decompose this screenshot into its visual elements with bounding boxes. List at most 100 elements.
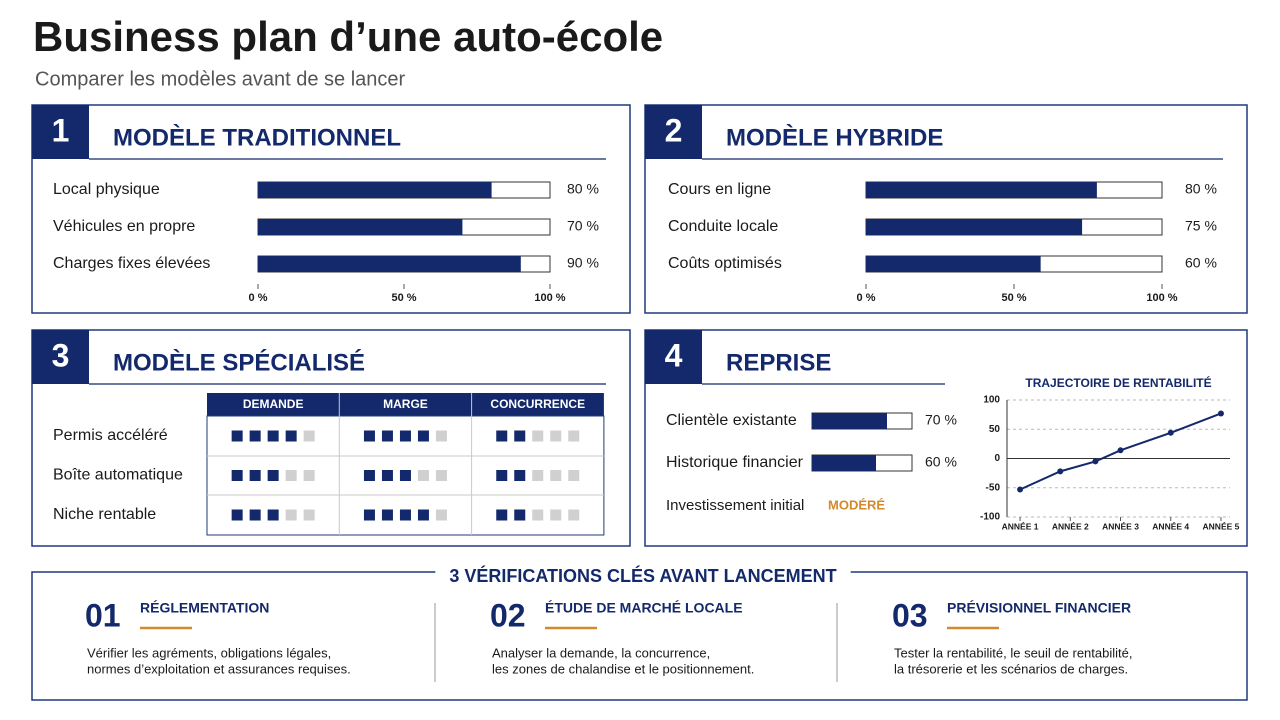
rating-square xyxy=(381,470,393,481)
rating-square xyxy=(381,430,393,442)
point xyxy=(1057,468,1064,475)
value-label: 60 % xyxy=(1185,255,1217,271)
bar-label: Charges fixes élevées xyxy=(53,255,210,272)
point xyxy=(1117,447,1124,454)
rating-square xyxy=(496,509,508,521)
x-tick-label: ANNÉE 3 xyxy=(1102,521,1139,531)
panel-title: MODÈLE SPÉCIALISÉ xyxy=(113,348,365,376)
rating-square-empty xyxy=(568,470,580,481)
number-box xyxy=(645,330,702,384)
rating-square-empty xyxy=(550,470,562,481)
column-header: MARGE xyxy=(383,397,428,411)
rating-square xyxy=(399,430,411,442)
number-box xyxy=(645,105,702,159)
rating-square-empty xyxy=(550,509,562,521)
row-label: Boîte automatique xyxy=(53,467,183,484)
panel-number: 2 xyxy=(665,112,683,148)
rating-square xyxy=(417,430,429,442)
item-text: normes d’exploitation et assurances requ… xyxy=(87,661,351,676)
item-title: PRÉVISIONNEL FINANCIER xyxy=(947,600,1131,616)
bar-label: Clientèle existante xyxy=(666,412,797,429)
bar xyxy=(866,182,1097,198)
panel-border xyxy=(644,104,1248,314)
rating-square xyxy=(231,430,243,442)
rating-square xyxy=(399,509,411,521)
point xyxy=(1167,429,1174,436)
item-text: les zones de chalandise et le positionne… xyxy=(492,661,754,676)
rating-square-empty xyxy=(435,509,447,521)
item-number: 02 xyxy=(490,597,526,633)
rating-square xyxy=(285,430,297,442)
rating-square xyxy=(249,430,261,442)
bar-label: Historique financier xyxy=(666,454,804,471)
note-value: MODÉRÉ xyxy=(828,497,885,512)
rating-square-empty xyxy=(303,430,315,442)
panel-border xyxy=(31,104,631,314)
item-title: RÉGLEMENTATION xyxy=(140,600,269,616)
rating-square xyxy=(231,509,243,521)
rating-square-empty xyxy=(568,509,580,521)
table-header xyxy=(207,393,604,416)
bar-label: Conduite locale xyxy=(668,218,778,235)
x-tick-label: 50 % xyxy=(391,292,416,304)
checks-border xyxy=(31,571,1248,701)
rating-square-empty xyxy=(550,430,562,442)
bar-label: Cours en ligne xyxy=(668,181,771,198)
bar xyxy=(866,256,1041,272)
rating-square xyxy=(249,470,261,481)
item-text: Analyser la demande, la concurrence, xyxy=(492,645,710,660)
rating-square xyxy=(381,509,393,521)
value-label: 80 % xyxy=(1185,181,1217,197)
bar xyxy=(258,219,463,235)
panel-number: 1 xyxy=(52,112,70,148)
point xyxy=(1092,458,1099,465)
rating-square xyxy=(514,430,526,442)
rating-square xyxy=(231,470,243,481)
value-label: 80 % xyxy=(567,181,599,197)
panel-title: MODÈLE HYBRIDE xyxy=(726,123,943,151)
panel-border xyxy=(644,329,1248,547)
x-tick-label: ANNÉE 1 xyxy=(1002,521,1039,531)
rating-square xyxy=(363,430,375,442)
rating-square-empty xyxy=(532,509,544,521)
x-tick-label: 0 % xyxy=(249,292,268,304)
x-tick-label: 100 % xyxy=(534,292,565,304)
value-label: 70 % xyxy=(567,218,599,234)
rating-square xyxy=(399,470,411,481)
bar xyxy=(866,219,1083,235)
value-label: 90 % xyxy=(567,255,599,271)
bar xyxy=(258,182,492,198)
x-tick-label: ANNÉE 5 xyxy=(1203,521,1240,531)
page-subtitle: Comparer les modèles avant de se lancer xyxy=(35,68,406,90)
y-tick-label: 100 xyxy=(983,395,1000,406)
bar-label: Local physique xyxy=(53,181,160,198)
rating-square-empty xyxy=(435,470,447,481)
bar xyxy=(258,256,521,272)
x-tick-label: 100 % xyxy=(1146,292,1177,304)
value-label: 60 % xyxy=(925,454,957,470)
line xyxy=(1019,412,1222,491)
rating-square-empty xyxy=(303,470,315,481)
rating-square xyxy=(249,509,261,521)
column-header: CONCURRENCE xyxy=(490,397,585,411)
rating-square-empty xyxy=(435,430,447,442)
rating-square-empty xyxy=(417,470,429,481)
y-tick-label: -50 xyxy=(986,482,1001,493)
y-tick-label: 0 xyxy=(994,453,1000,464)
rating-square-empty xyxy=(285,509,297,521)
point xyxy=(1217,410,1224,417)
rating-square xyxy=(267,430,279,442)
line-chart-title: TRAJECTOIRE DE RENTABILITÉ xyxy=(1025,375,1211,390)
rating-square xyxy=(363,470,375,481)
rating-square-empty xyxy=(285,470,297,481)
rating-square xyxy=(514,470,526,481)
rating-square xyxy=(267,509,279,521)
column-header: DEMANDE xyxy=(243,397,304,411)
rating-square-empty xyxy=(532,430,544,442)
item-text: Vérifier les agréments, obligations léga… xyxy=(87,645,331,660)
x-tick-label: 50 % xyxy=(1001,292,1026,304)
number-box xyxy=(32,105,89,159)
rating-square xyxy=(496,430,508,442)
